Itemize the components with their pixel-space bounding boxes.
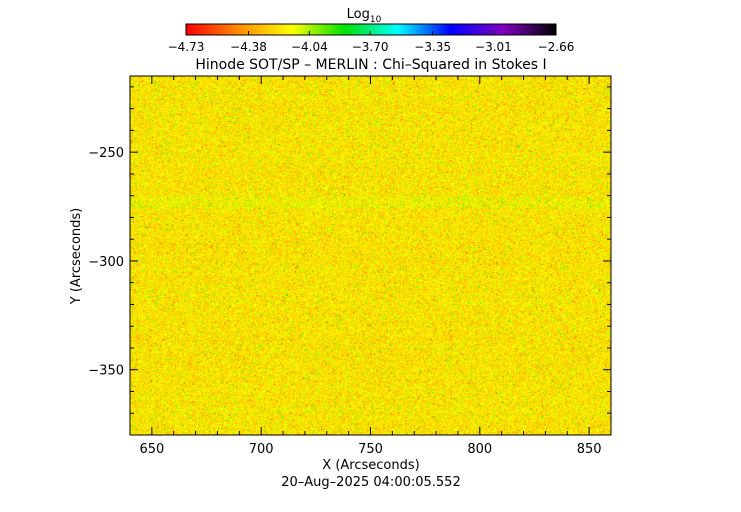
colorbar-tick-label: −4.38	[230, 40, 267, 54]
colorbar: Log10 −4.73 −4.38 −4.04 −3.70 −3.35 −3.01 −2.6…	[168, 7, 575, 54]
x-axis-label: X (Arcseconds)	[322, 458, 419, 473]
y-tick-label: −300	[88, 255, 124, 270]
timestamp: 20–Aug–2025 04:00:05.552	[281, 475, 460, 490]
x-tick-label: 750	[358, 442, 383, 457]
y-axis-label: Y (Arcseconds)	[69, 208, 84, 305]
plot-area: 650 700 750 800 850 −250 −300 −350	[88, 75, 612, 457]
x-tick-label: 650	[139, 442, 164, 457]
x-tick-label: 850	[577, 442, 602, 457]
colorbar-tick-label: −3.01	[475, 40, 512, 54]
y-axis: −250 −300 −350	[88, 86, 611, 436]
colorbar-ticks: −4.73 −4.38 −4.04 −3.70 −3.35 −3.01 −2.66	[168, 31, 575, 54]
colorbar-tick-label: −4.73	[168, 40, 205, 54]
colorbar-tick-label: −3.35	[414, 40, 451, 54]
x-tick-label: 700	[249, 442, 274, 457]
colorbar-tick-label: −2.66	[538, 40, 575, 54]
y-tick-label: −250	[88, 146, 124, 161]
colorbar-tick-label: −4.04	[291, 40, 328, 54]
colorbar-strip	[185, 23, 557, 36]
x-tick-label: 800	[467, 442, 492, 457]
colorbar-tick-label: −3.70	[352, 40, 389, 54]
colorbar-label: Log10	[347, 7, 382, 25]
chart-title: Hinode SOT/SP – MERLIN : Chi–Squared in …	[195, 57, 546, 73]
heatmap-image	[130, 76, 611, 435]
x-axis: 650 700 750 800 850	[129, 76, 612, 457]
y-tick-label: −350	[88, 364, 124, 379]
